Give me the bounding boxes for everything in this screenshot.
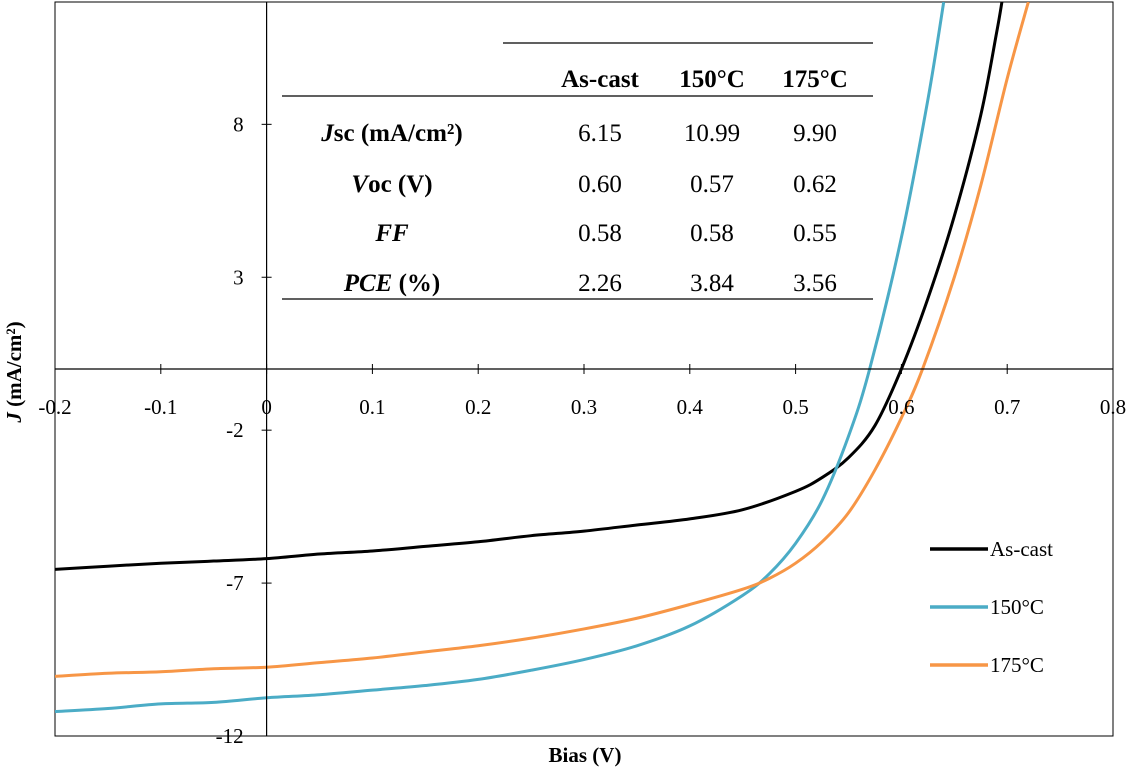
y-axis-title-rest: (mA/cm²) bbox=[2, 321, 26, 412]
table-row-label-rest: (%) bbox=[392, 270, 440, 297]
x-tick-label: 0.3 bbox=[571, 395, 597, 419]
series-line-1 bbox=[55, 2, 946, 714]
table-row-label: Jsc (mA/cm²) bbox=[320, 120, 462, 147]
legend-label-0: As-cast bbox=[990, 537, 1053, 561]
legend: As-cast 150°C 175°C bbox=[930, 537, 1053, 677]
x-tick-label: 0.6 bbox=[888, 395, 914, 419]
legend-label-2: 175°C bbox=[990, 653, 1044, 677]
x-tick-label: 0.1 bbox=[359, 395, 385, 419]
table-row-label: FF bbox=[374, 220, 409, 247]
y-tick-label: -2 bbox=[226, 418, 244, 442]
table-cell: 0.57 bbox=[690, 171, 734, 198]
table-row-label: PCE (%) bbox=[343, 270, 441, 297]
table-cell: 2.26 bbox=[578, 270, 622, 297]
y-tick-label: -7 bbox=[226, 571, 244, 595]
curves-layer bbox=[55, 2, 1030, 714]
table-cell: 10.99 bbox=[684, 120, 740, 147]
table-row-label-italic: V bbox=[351, 171, 370, 198]
x-tick-label: 0.8 bbox=[1100, 395, 1126, 419]
table-row-label-rest: sc (mA/cm²) bbox=[334, 120, 463, 147]
table-column-header: 150°C bbox=[679, 66, 745, 93]
y-tick-label: 3 bbox=[233, 265, 244, 289]
legend-label-1: 150°C bbox=[990, 595, 1044, 619]
y-axis-title: J (mA/cm²) bbox=[2, 321, 26, 423]
series-line-2 bbox=[55, 2, 1030, 678]
y-tick-label: 8 bbox=[233, 112, 244, 136]
table-cell: 9.90 bbox=[793, 120, 837, 147]
table-body: Jsc (mA/cm²) 6.15 10.99 9.90 Voc (V) 0.60 0.57… bbox=[320, 120, 837, 297]
table-cell: 6.15 bbox=[578, 120, 622, 147]
x-tick-labels: -0.2 -0.1 0 0.1 0.2 0.3 0.4 0.5 0.6 0.7 0.8 bbox=[38, 395, 1126, 419]
x-tick-label: -0.1 bbox=[144, 395, 177, 419]
table-cell: 3.56 bbox=[793, 270, 837, 297]
table-row-label-italic: FF bbox=[374, 220, 409, 247]
parameters-table: As-cast 150°C 175°C Jsc (mA/cm²) 6.15 10.99 9… bbox=[282, 42, 873, 300]
x-tick-label: 0 bbox=[261, 395, 272, 419]
x-tick-label: 0.7 bbox=[994, 395, 1020, 419]
x-tick-label: 0.2 bbox=[465, 395, 491, 419]
table-row-label: Voc (V) bbox=[351, 171, 432, 198]
table-cell: 3.84 bbox=[690, 270, 734, 297]
table-column-header: As-cast bbox=[561, 66, 639, 93]
table-row-label-rest: oc (V) bbox=[368, 171, 433, 198]
table-column-header: 175°C bbox=[782, 66, 848, 93]
table-cell: 0.58 bbox=[578, 220, 622, 247]
tick-marks bbox=[54, 123, 1114, 737]
y-tick-label: -12 bbox=[216, 724, 244, 748]
table-header: As-cast 150°C 175°C bbox=[561, 66, 848, 93]
table-cell: 0.60 bbox=[578, 171, 622, 198]
table-row-label-italic: PCE bbox=[343, 270, 393, 297]
table-cell: 0.55 bbox=[793, 220, 837, 247]
x-axis-title: Bias (V) bbox=[549, 743, 622, 767]
y-axis-title-italic: J bbox=[2, 411, 26, 424]
series-line-0 bbox=[55, 2, 1004, 571]
table-cell: 0.58 bbox=[690, 220, 734, 247]
table-cell: 0.62 bbox=[793, 171, 837, 198]
table-row-label-italic: J bbox=[320, 120, 335, 147]
x-tick-label: -0.2 bbox=[38, 395, 71, 419]
y-tick-labels: 8 3 -2 -7 -12 bbox=[216, 112, 244, 748]
x-tick-label: 0.4 bbox=[677, 395, 704, 419]
x-tick-label: 0.5 bbox=[782, 395, 808, 419]
